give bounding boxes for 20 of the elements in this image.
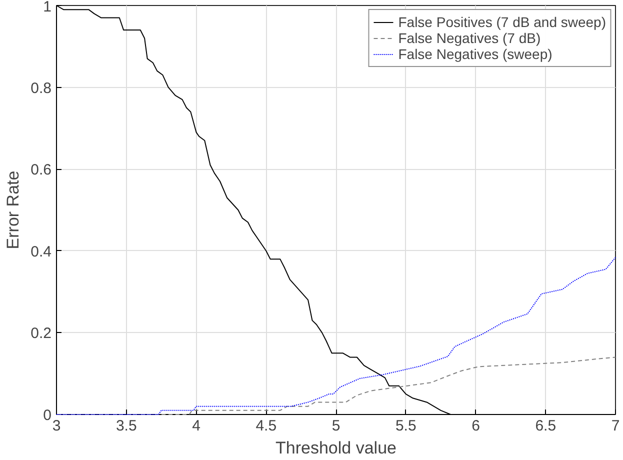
legend-label: False Negatives (7 dB) [398,30,541,46]
x-tick-label: 6.5 [535,418,556,434]
y-tick-label: 1 [43,0,52,16]
legend-label: False Negatives (sweep) [398,46,552,62]
x-tick-label: 6 [472,418,480,434]
y-tick-label: 0.2 [30,325,52,342]
y-tick-label: 0.6 [30,162,52,179]
y-tick-label: 0 [43,407,52,424]
x-axis-title: Threshold value [276,438,396,458]
x-tick-label: 3 [52,418,61,434]
x-tick-label: 4 [192,418,200,434]
x-tick-label: 5.5 [395,418,416,434]
legend-label: False Positives (7 dB and sweep) [398,14,606,30]
x-tick-label: 4.5 [256,418,277,434]
y-tick-label: 0.4 [30,243,52,260]
y-axis-title: Error Rate [4,170,23,250]
x-tick-label: 3.5 [116,418,137,434]
y-tick-label: 0.8 [30,80,52,97]
x-tick-label: 5 [332,418,340,434]
x-tick-label: 7 [611,418,620,434]
